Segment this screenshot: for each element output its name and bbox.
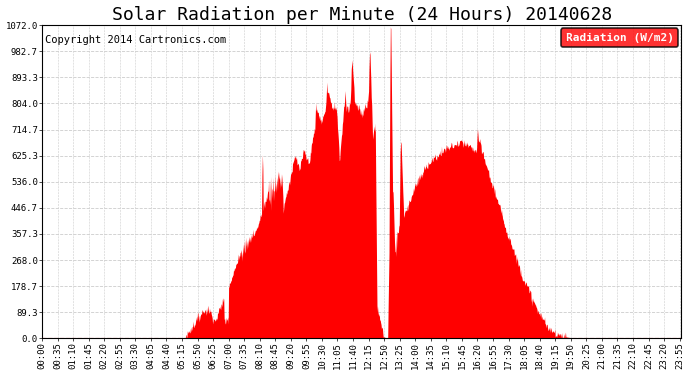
Text: Copyright 2014 Cartronics.com: Copyright 2014 Cartronics.com [45, 34, 226, 45]
Title: Solar Radiation per Minute (24 Hours) 20140628: Solar Radiation per Minute (24 Hours) 20… [112, 6, 612, 24]
Legend: Radiation (W/m2): Radiation (W/m2) [561, 28, 678, 47]
